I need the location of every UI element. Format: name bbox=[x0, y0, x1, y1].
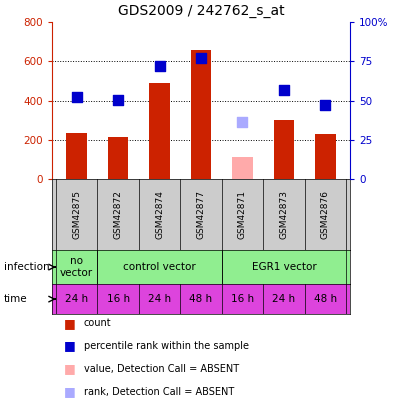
Bar bbox=[315, 134, 336, 179]
Text: ■: ■ bbox=[64, 317, 76, 330]
Point bbox=[239, 119, 246, 126]
Bar bbox=[191, 50, 211, 179]
Text: ■: ■ bbox=[64, 339, 76, 352]
Text: control vector: control vector bbox=[123, 262, 196, 272]
Text: GSM42871: GSM42871 bbox=[238, 190, 247, 239]
Text: count: count bbox=[84, 318, 111, 328]
Text: GSM42874: GSM42874 bbox=[155, 190, 164, 239]
Title: GDS2009 / 242762_s_at: GDS2009 / 242762_s_at bbox=[118, 4, 284, 19]
Point bbox=[156, 63, 163, 70]
Text: no
vector: no vector bbox=[60, 256, 93, 278]
Bar bbox=[66, 133, 87, 179]
Bar bbox=[108, 137, 129, 179]
Point bbox=[322, 101, 329, 108]
Text: EGR1 vector: EGR1 vector bbox=[252, 262, 316, 272]
Text: percentile rank within the sample: percentile rank within the sample bbox=[84, 341, 249, 351]
Point bbox=[281, 87, 287, 93]
Text: GSM42875: GSM42875 bbox=[72, 190, 81, 239]
Point bbox=[74, 94, 80, 100]
Text: 16 h: 16 h bbox=[107, 294, 130, 304]
Bar bbox=[232, 158, 253, 179]
Text: 48 h: 48 h bbox=[189, 294, 213, 304]
Text: 24 h: 24 h bbox=[148, 294, 171, 304]
Text: GSM42872: GSM42872 bbox=[113, 190, 123, 239]
Text: GSM42876: GSM42876 bbox=[321, 190, 330, 239]
Point bbox=[198, 54, 204, 61]
Text: rank, Detection Call = ABSENT: rank, Detection Call = ABSENT bbox=[84, 387, 234, 396]
Point bbox=[115, 96, 121, 103]
Text: ■: ■ bbox=[64, 385, 76, 398]
Text: 24 h: 24 h bbox=[65, 294, 88, 304]
Bar bbox=[273, 120, 294, 179]
Text: 48 h: 48 h bbox=[314, 294, 337, 304]
Text: GSM42873: GSM42873 bbox=[279, 190, 289, 239]
Text: 16 h: 16 h bbox=[231, 294, 254, 304]
Text: infection: infection bbox=[4, 262, 50, 272]
Text: time: time bbox=[4, 294, 27, 304]
Text: ■: ■ bbox=[64, 362, 76, 375]
Bar bbox=[149, 83, 170, 179]
Text: GSM42877: GSM42877 bbox=[197, 190, 205, 239]
Text: value, Detection Call = ABSENT: value, Detection Call = ABSENT bbox=[84, 364, 239, 374]
Text: 24 h: 24 h bbox=[272, 294, 295, 304]
